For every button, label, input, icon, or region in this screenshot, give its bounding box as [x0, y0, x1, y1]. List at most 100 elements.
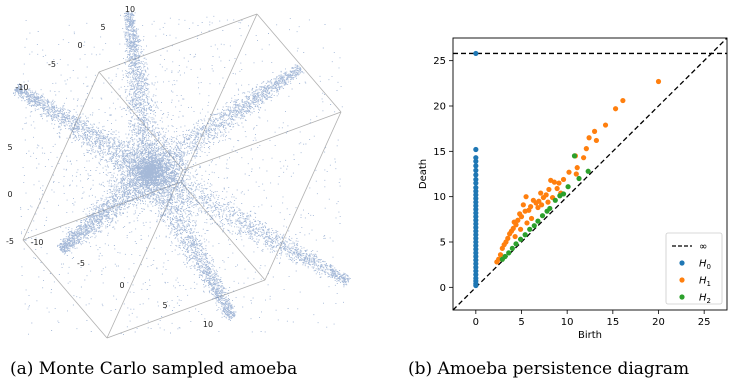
tick-label-3d: 10 [203, 320, 213, 329]
legend-swatch-h2 [679, 294, 685, 300]
point-h0 [473, 158, 479, 164]
point-h1 [520, 202, 526, 208]
point-h0 [473, 50, 479, 57]
box-edge [180, 181, 266, 281]
point-h2 [509, 245, 515, 251]
point-h1 [581, 155, 587, 161]
point-h1 [602, 122, 609, 128]
point-h1 [517, 211, 523, 217]
point-h1 [583, 146, 589, 152]
point-h1 [574, 165, 580, 171]
point-h2 [527, 226, 533, 232]
point-h0 [473, 206, 479, 212]
point-h2 [544, 208, 550, 214]
tick-label-3d: -10 [30, 238, 43, 247]
point-h1 [556, 180, 562, 186]
point-h1 [497, 252, 504, 258]
x-tick-label: 10 [561, 317, 574, 328]
point-h1 [511, 219, 517, 225]
point-h0 [473, 257, 479, 263]
point-h1 [548, 177, 554, 183]
persistence-svg: 0 5 10 15 20 25 0 5 10 15 20 25 Birth Death ∞ H0 H1 H2 [418, 37, 728, 341]
legend-label-h2: H2 [699, 293, 711, 306]
point-h2 [522, 232, 528, 238]
tick-label-3d: -10 [15, 83, 28, 92]
point-h2 [499, 256, 505, 262]
x-tick-label: 5 [518, 317, 524, 328]
point-h0 [473, 185, 479, 191]
plot-border [452, 37, 728, 311]
point-h1 [554, 185, 560, 192]
tick-label-3d: 5 [100, 23, 105, 32]
point-h2 [513, 241, 519, 247]
persistence-diagram: 0 5 10 15 20 25 0 5 10 15 20 25 Birth Death ∞ H0 H1 H2 [370, 0, 734, 384]
point-h0 [473, 199, 479, 205]
3d-tick-labels: 10 5 0 -5 -10 5 0 -5 -10 -5 0 5 10 [6, 5, 213, 329]
y-tick-label: 15 [433, 147, 446, 158]
point-h1 [540, 194, 547, 201]
x-axis-label: Birth [578, 330, 602, 341]
point-h0 [473, 272, 479, 278]
point-cloud [13, 11, 351, 336]
point-h2 [585, 168, 591, 174]
point-h1 [591, 128, 598, 134]
amoeba-points [13, 11, 351, 336]
point-h0 [473, 250, 479, 256]
y-tick-label: 5 [440, 238, 446, 249]
point-h1 [586, 135, 592, 141]
tick-label-3d: 0 [7, 190, 12, 199]
legend-swatch-h1 [679, 277, 685, 283]
legend-label-h0: H0 [699, 259, 711, 272]
point-h0 [473, 192, 479, 198]
point-h1 [593, 137, 599, 144]
point-h2 [539, 213, 546, 219]
tick-label-3d: -5 [6, 237, 14, 246]
point-h0 [473, 264, 479, 270]
point-h0 [473, 232, 479, 238]
point-h0 [473, 261, 479, 267]
legend-box [665, 232, 723, 305]
point-h0 [473, 203, 479, 209]
point-h1 [538, 190, 544, 196]
point-h0 [473, 172, 479, 178]
point-h0 [473, 188, 479, 194]
diagonal [452, 37, 728, 311]
point-h0 [473, 268, 479, 274]
point-h0 [473, 224, 479, 231]
point-h1 [545, 199, 551, 205]
y-tick-label: 20 [433, 102, 446, 113]
y-tick-label: 0 [440, 283, 446, 294]
point-h0 [473, 146, 479, 153]
point-h0 [473, 163, 479, 169]
point-h0 [473, 221, 479, 227]
point-h1 [524, 220, 530, 226]
point-h0 [473, 246, 479, 252]
point-h1 [494, 259, 500, 265]
persistence-points [473, 50, 662, 289]
point-h0 [473, 282, 479, 289]
point-h2 [517, 236, 524, 242]
legend-swatch-h0 [679, 260, 685, 266]
point-h1 [530, 197, 536, 203]
tick-label-3d: 0 [119, 281, 124, 290]
point-h1 [612, 106, 619, 112]
point-h1 [535, 204, 541, 211]
point-h1 [499, 245, 505, 251]
point-h1 [566, 169, 572, 175]
point-h1 [538, 202, 545, 208]
point-h1 [546, 186, 552, 193]
box-edge [22, 71, 100, 241]
point-h1 [528, 215, 535, 222]
point-h0 [473, 243, 479, 249]
point-h2 [531, 223, 537, 229]
amoeba-3d-plot: 10 5 0 -5 -10 5 0 -5 -10 -5 0 5 10 [6, 5, 351, 339]
point-h1 [522, 208, 528, 214]
caption-b: (b) Amoeba persistence diagram [408, 359, 690, 379]
box-edge [256, 13, 342, 113]
box-edge [98, 13, 258, 73]
point-h0 [473, 235, 479, 241]
box-edge [264, 111, 342, 281]
y-axis-label: Death [418, 159, 429, 189]
point-h0 [473, 253, 479, 260]
point-h1 [507, 231, 513, 237]
